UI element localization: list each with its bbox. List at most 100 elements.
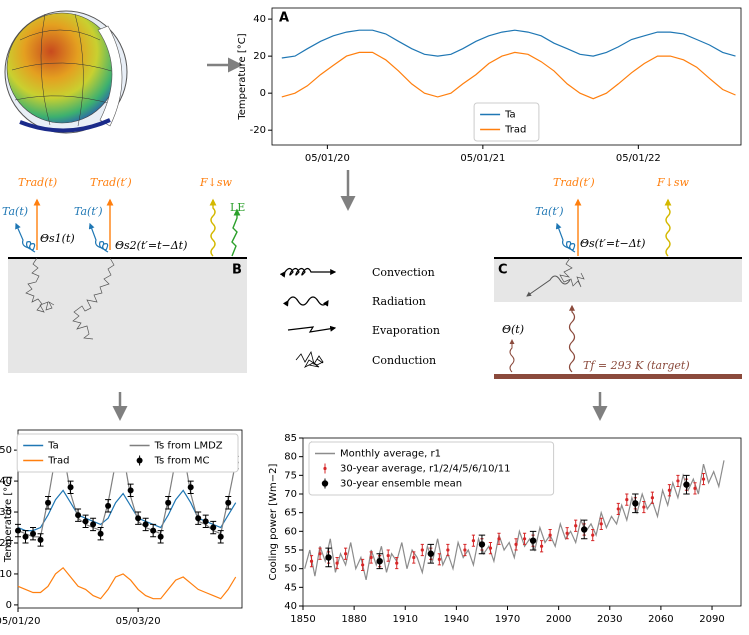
label: Ta(t′) (74, 205, 103, 218)
series-line (281, 29, 736, 59)
y-tick-label: 0 (260, 88, 266, 99)
marker (478, 541, 486, 548)
y-tick-label: 75 (284, 470, 297, 481)
label: Ta(t′) (535, 205, 564, 218)
label: Trad(t) (18, 176, 57, 189)
marker (667, 488, 672, 492)
marker (574, 524, 578, 528)
y-tick-label: 20 (0, 538, 12, 549)
y-tick-label: 40 (284, 601, 297, 612)
marker (187, 484, 194, 491)
x-tick-label: 05/01/21 (460, 153, 505, 164)
marker (420, 548, 424, 552)
x-tick-label: 2000 (546, 614, 571, 625)
marker (67, 484, 74, 491)
panel-label: C (498, 263, 508, 278)
legend-label: Ta (47, 441, 59, 452)
y-tick-label: -20 (250, 125, 266, 136)
marker (318, 552, 322, 556)
legend-label: Ts from LMDZ (154, 441, 223, 452)
marker (625, 498, 629, 502)
y-tick-label: 70 (284, 489, 297, 500)
y-tick-label: 0 (6, 600, 12, 611)
x-tick-label: 2090 (699, 614, 724, 625)
marker (15, 527, 21, 534)
marker (142, 521, 149, 528)
process-legend (279, 267, 337, 368)
marker (217, 533, 224, 540)
label: Θs(t′=t−Δt) (580, 237, 645, 250)
y-tick-label: 60 (284, 526, 297, 537)
marker (165, 499, 172, 506)
marker (369, 555, 373, 560)
marker (565, 531, 569, 535)
marker (127, 487, 134, 494)
y-tick-label: 50 (284, 564, 297, 575)
marker (701, 477, 706, 481)
marker (412, 555, 416, 560)
plot-frame (302, 437, 742, 607)
x-tick-label: 05/03/20 (116, 616, 161, 627)
label: F↓sw (656, 176, 689, 189)
y-tick-label: 65 (284, 508, 297, 519)
marker (548, 533, 552, 537)
plot-frame (17, 429, 243, 609)
label: F↓sw (199, 176, 232, 189)
y-tick-label: 85 (284, 433, 297, 444)
marker (683, 481, 690, 488)
globe-illustration (4, 10, 128, 134)
marker (591, 533, 595, 537)
marker (539, 544, 544, 548)
legend-label: 30-year ensemble mean (340, 479, 462, 490)
label: Tf = 293 K (target) (583, 359, 690, 372)
marker (437, 557, 441, 561)
label: Trad(t′) (90, 176, 132, 189)
panel-label: A (279, 11, 289, 26)
x-tick-label: 05/01/22 (616, 153, 661, 164)
marker (325, 554, 332, 561)
marker (693, 486, 697, 490)
panel-c: Trad(t′) F↓sw Ta(t′) Θs(t′=t−Δt) C Θ(t) … (494, 176, 742, 379)
label: Θs1(t) (40, 232, 75, 245)
flow-arrows (112, 57, 608, 421)
marker (210, 524, 217, 531)
marker (335, 561, 339, 565)
x-tick-label: 1970 (495, 614, 520, 625)
label: Trad(t′) (553, 176, 595, 189)
marker (529, 537, 537, 544)
series-line (17, 566, 237, 600)
marker (463, 548, 467, 552)
marker (642, 505, 646, 509)
marker (376, 558, 383, 565)
x-tick-label: 1910 (393, 614, 418, 625)
x-tick-label: 2030 (597, 614, 622, 625)
legend-text: Convection (372, 266, 435, 279)
x-tick-label: 1880 (341, 614, 366, 625)
marker (522, 537, 527, 541)
legend-swatch (323, 466, 327, 471)
x-tick-label: 1850 (290, 614, 315, 625)
marker (195, 515, 202, 522)
marker (45, 499, 52, 506)
y-axis-label: Temperature [°C] (237, 33, 248, 120)
series-line (304, 460, 725, 581)
marker (386, 554, 390, 558)
y-tick-label: 55 (284, 545, 297, 556)
legend-box (473, 102, 540, 142)
x-tick-label: 05/01/20 (0, 616, 40, 627)
marker (150, 527, 157, 534)
panel-b: Trad(t) Trad(t′) F↓sw LE Ta(t) Ta(t′) Θs… (2, 176, 247, 373)
y-axis-label: Temperature [°C] (3, 476, 14, 563)
label: LE (230, 201, 245, 214)
marker (488, 546, 493, 550)
legend-label: 30-year average, r1/2/4/5/6/10/11 (340, 464, 511, 475)
marker (427, 550, 435, 557)
y-tick-label: 50 (0, 445, 12, 456)
legend-label: Trad (504, 125, 526, 136)
marker (157, 533, 164, 540)
legend-label: Ta (504, 110, 516, 121)
y-tick-label: 45 (284, 582, 297, 593)
marker (97, 530, 104, 537)
marker (90, 521, 97, 528)
